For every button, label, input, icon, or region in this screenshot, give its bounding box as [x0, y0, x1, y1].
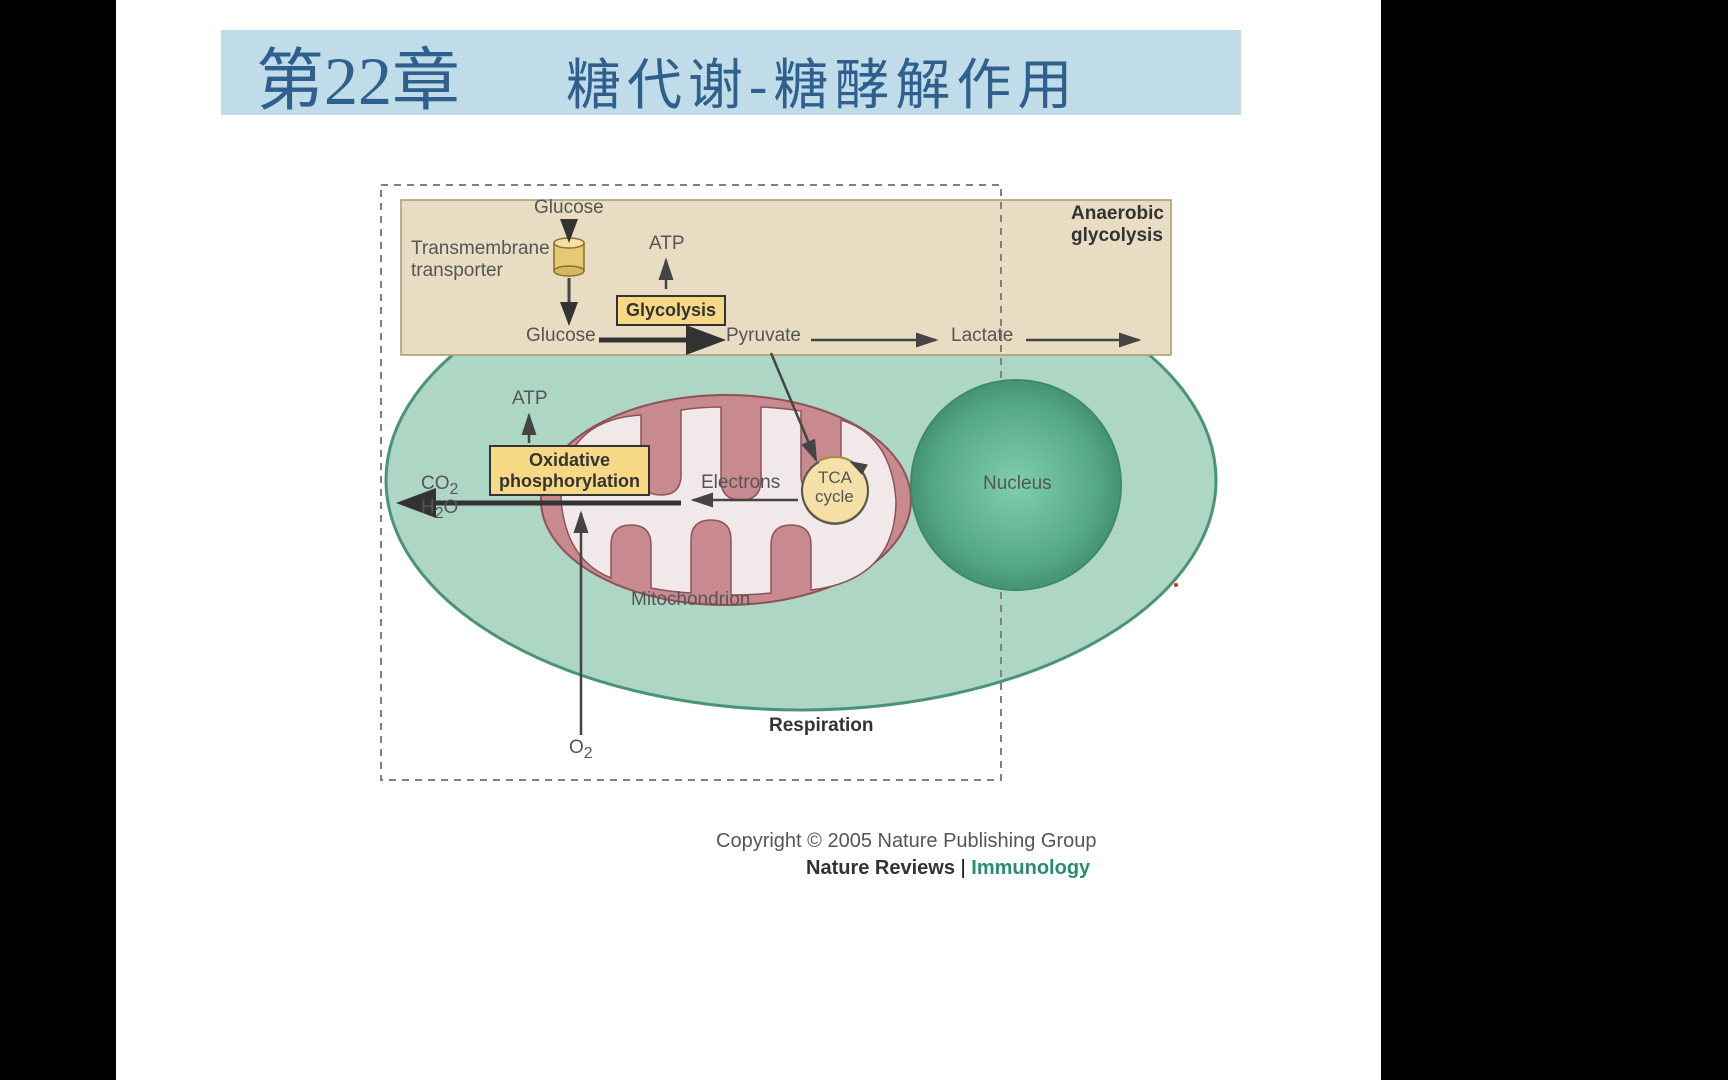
label-anaerobic2: glycolysis: [1071, 225, 1163, 247]
label-glucose-bottom: Glucose: [526, 325, 596, 347]
label-tca1: TCA: [818, 468, 852, 488]
label-lactate: Lactate: [951, 325, 1013, 347]
label-glycolysis-box: Glycolysis: [616, 295, 726, 326]
copyright-text: Copyright © 2005 Nature Publishing Group: [716, 830, 1097, 853]
label-oxidative2: phosphorylation: [499, 471, 640, 491]
label-oxphos-box: Oxidative phosphorylation: [489, 445, 650, 496]
label-o2: O2: [569, 737, 593, 763]
diagram: Glucose Transmembrane transporter ATP Gl…: [271, 165, 1241, 845]
label-h2o: H2O: [421, 497, 458, 523]
source-nature-reviews: Nature Reviews: [806, 857, 955, 879]
chapter-number: 第22章: [256, 25, 460, 124]
label-pyruvate: Pyruvate: [726, 325, 801, 347]
label-anaerobic1: Anaerobic: [1071, 203, 1164, 225]
label-respiration: Respiration: [769, 715, 874, 737]
label-atp-left: ATP: [512, 388, 548, 410]
label-glucose-top: Glucose: [534, 197, 604, 219]
label-transporter: transporter: [411, 260, 503, 282]
label-oxidative1: Oxidative: [529, 450, 610, 470]
slide: 第22章 糖代谢-糖酵解作用: [116, 0, 1381, 1080]
label-nucleus: Nucleus: [983, 473, 1052, 495]
label-transmembrane: Transmembrane: [411, 238, 550, 260]
label-co2: CO2: [421, 473, 458, 499]
label-mitochondrion: Mitochondrion: [631, 589, 750, 611]
label-tca2: cycle: [815, 487, 854, 507]
source-sep: |: [955, 857, 971, 879]
red-dot: [1174, 583, 1178, 587]
transmembrane-transporter-icon: [554, 238, 584, 276]
source-text: Nature Reviews | Immunology: [806, 857, 1090, 880]
chapter-title: 糖代谢-糖酵解作用: [566, 40, 1078, 120]
source-immunology: Immunology: [971, 857, 1090, 879]
label-atp-top: ATP: [649, 233, 685, 255]
label-electrons: Electrons: [701, 472, 780, 494]
